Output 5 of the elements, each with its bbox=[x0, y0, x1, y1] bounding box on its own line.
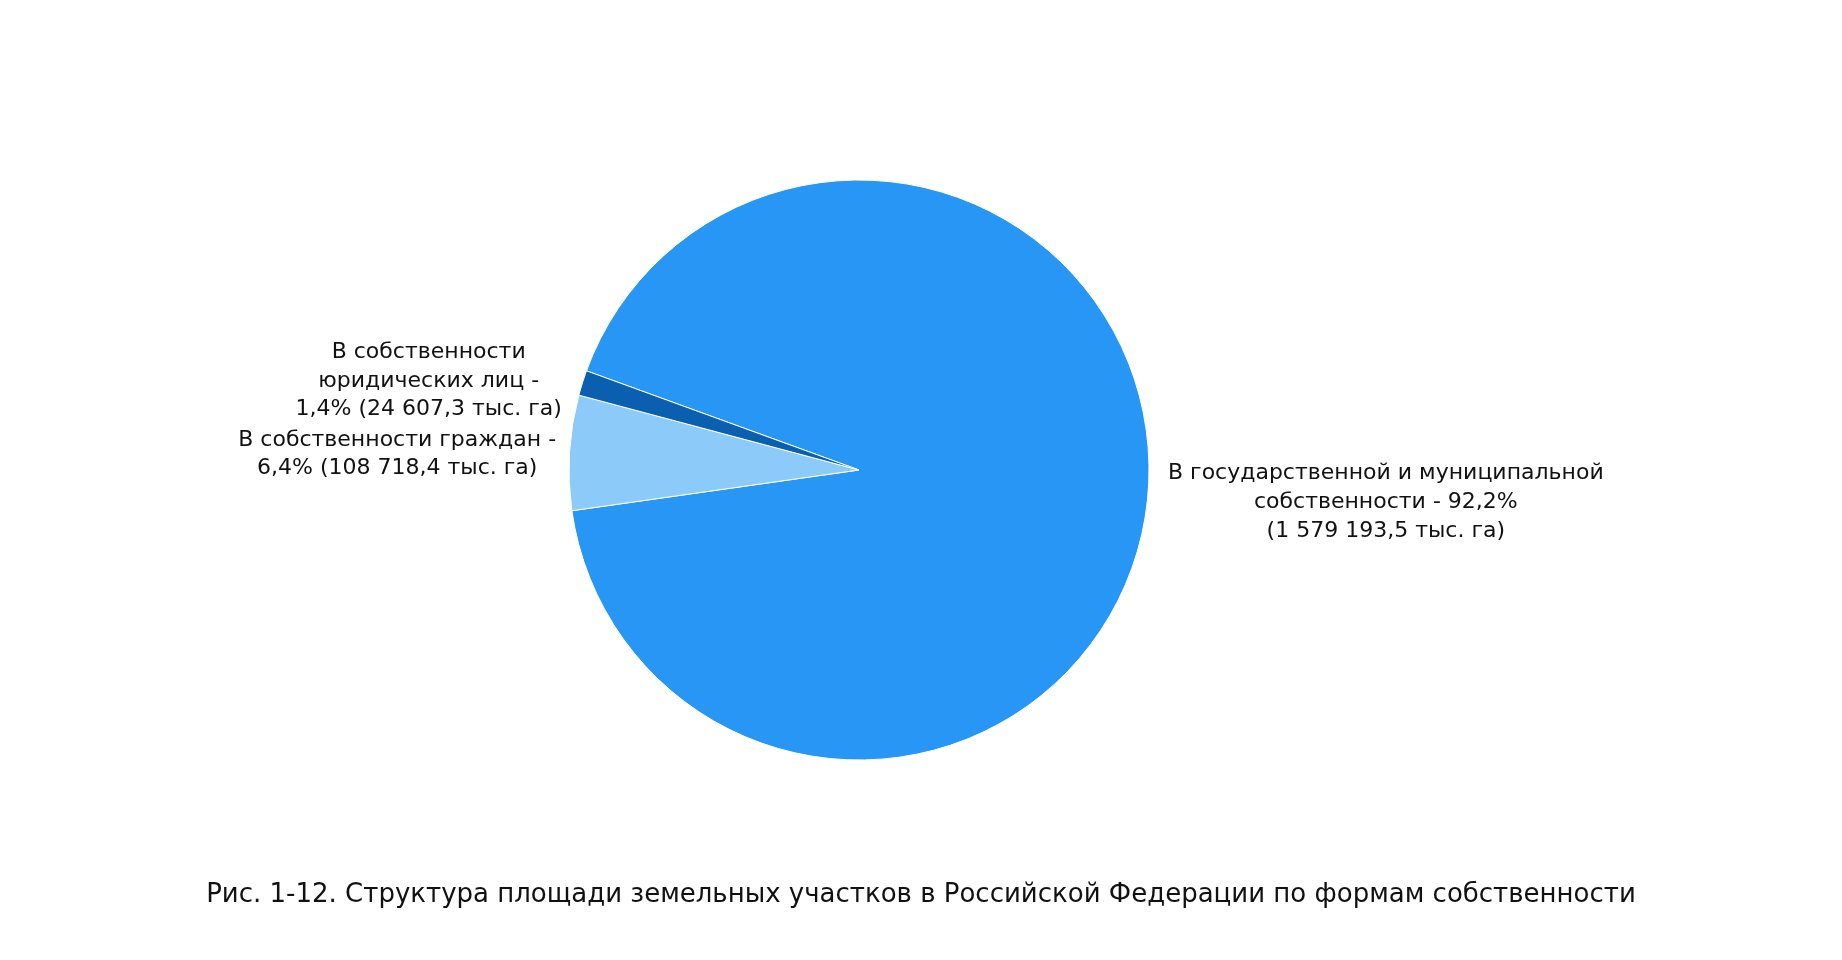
slice-label: В государственной и муниципальной собственности - 92,2% (1 579 193,5 тыс. га) bbox=[1167, 459, 1604, 542]
pie-slice bbox=[571, 180, 1150, 761]
text: Рис. 1-12. Структура площади земельных участков в Российской Федерации по формам собственности bbox=[206, 878, 1636, 909]
slice-label: В собственности юридических лиц - 1,4% (24 607,3 тыс. га) bbox=[295, 338, 562, 421]
slice-label: В собственности граждан - 6,4% (108 718,4 тыс. га) bbox=[238, 425, 557, 480]
